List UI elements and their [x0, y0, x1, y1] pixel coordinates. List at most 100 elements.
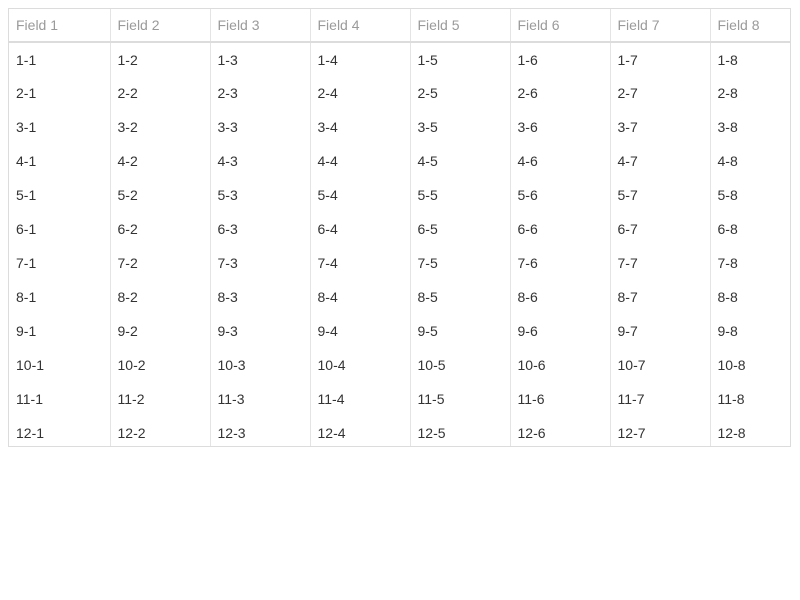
- table-cell[interactable]: 4-5: [410, 144, 511, 178]
- table-cell[interactable]: 1-4: [310, 42, 411, 76]
- table-cell[interactable]: 7-7: [610, 246, 711, 280]
- table-cell[interactable]: 10-8: [717, 357, 746, 373]
- table-cell[interactable]: 5-6: [510, 178, 611, 212]
- table-cell[interactable]: 3-7: [610, 110, 711, 144]
- table-cell[interactable]: 4-8: [717, 153, 738, 169]
- table-cell[interactable]: 12-1: [9, 416, 111, 446]
- table-cell[interactable]: 2-8: [717, 85, 738, 101]
- table-cell[interactable]: 7-1: [9, 246, 111, 280]
- table-cell[interactable]: 4-6: [510, 144, 611, 178]
- table-cell[interactable]: 2-5: [410, 76, 511, 110]
- table-row[interactable]: 1-1 1-2 1-3 1-4 1-5 1-6 1-7 1-8: [9, 42, 790, 76]
- table-cell[interactable]: 1-8: [717, 52, 738, 68]
- table-cell[interactable]: 6-6: [510, 212, 611, 246]
- table-cell[interactable]: 1-3: [210, 42, 311, 76]
- table-cell[interactable]: 11-3: [210, 382, 311, 416]
- table-cell[interactable]: 1-7: [610, 42, 711, 76]
- table-cell[interactable]: 4-4: [310, 144, 411, 178]
- table-cell[interactable]: 9-1: [9, 314, 111, 348]
- table-cell[interactable]: 10-4: [310, 348, 411, 382]
- table-cell[interactable]: 11-5: [410, 382, 511, 416]
- column-header-field-2[interactable]: Field 2: [110, 9, 211, 43]
- table-cell[interactable]: 10-1: [9, 348, 111, 382]
- table-cell[interactable]: 6-3: [210, 212, 311, 246]
- table-cell[interactable]: 3-6: [510, 110, 611, 144]
- table-cell[interactable]: 8-6: [510, 280, 611, 314]
- table-cell[interactable]: 2-6: [510, 76, 611, 110]
- table-cell[interactable]: 12-6: [510, 416, 611, 446]
- table-cell[interactable]: 11-7: [610, 382, 711, 416]
- table-cell[interactable]: 7-6: [510, 246, 611, 280]
- table-cell[interactable]: 9-2: [110, 314, 211, 348]
- table-cell[interactable]: 9-5: [410, 314, 511, 348]
- column-header-field-6[interactable]: Field 6: [510, 9, 611, 43]
- table-cell[interactable]: 1-1: [9, 42, 111, 76]
- table-cell[interactable]: 5-1: [9, 178, 111, 212]
- table-cell[interactable]: 3-8: [717, 119, 738, 135]
- column-header-field-5[interactable]: Field 5: [410, 9, 511, 43]
- table-cell[interactable]: 9-3: [210, 314, 311, 348]
- table-row[interactable]: 9-1 9-2 9-3 9-4 9-5 9-6 9-7 9-8: [9, 314, 790, 348]
- table-cell[interactable]: 3-2: [110, 110, 211, 144]
- column-header-field-7[interactable]: Field 7: [610, 9, 711, 43]
- table-cell[interactable]: 5-4: [310, 178, 411, 212]
- table-cell[interactable]: 5-3: [210, 178, 311, 212]
- table-cell[interactable]: 6-5: [410, 212, 511, 246]
- table-cell[interactable]: 9-7: [610, 314, 711, 348]
- table-cell[interactable]: 8-1: [9, 280, 111, 314]
- table-cell[interactable]: 5-5: [410, 178, 511, 212]
- table-cell[interactable]: 4-3: [210, 144, 311, 178]
- table-cell[interactable]: 11-1: [9, 382, 111, 416]
- table-cell[interactable]: 6-2: [110, 212, 211, 246]
- table-cell[interactable]: 7-4: [310, 246, 411, 280]
- table-cell[interactable]: 8-3: [210, 280, 311, 314]
- table-cell[interactable]: 6-7: [610, 212, 711, 246]
- table-cell[interactable]: 2-4: [310, 76, 411, 110]
- table-cell[interactable]: 3-4: [310, 110, 411, 144]
- table-cell[interactable]: 9-6: [510, 314, 611, 348]
- table-row[interactable]: 11-1 11-2 11-3 11-4 11-5 11-6 11-7 11-8: [9, 382, 790, 416]
- table-cell[interactable]: 6-4: [310, 212, 411, 246]
- table-cell[interactable]: 4-7: [610, 144, 711, 178]
- table-cell[interactable]: 9-4: [310, 314, 411, 348]
- table-cell[interactable]: 10-7: [610, 348, 711, 382]
- table-cell[interactable]: 7-3: [210, 246, 311, 280]
- table-cell[interactable]: 5-2: [110, 178, 211, 212]
- table-cell[interactable]: 7-2: [110, 246, 211, 280]
- table-row[interactable]: 7-1 7-2 7-3 7-4 7-5 7-6 7-7 7-8: [9, 246, 790, 280]
- table-cell[interactable]: 12-4: [310, 416, 411, 446]
- table-cell[interactable]: 4-2: [110, 144, 211, 178]
- table-cell[interactable]: 11-4: [310, 382, 411, 416]
- table-cell[interactable]: 11-8: [717, 391, 745, 407]
- table-cell[interactable]: 5-8: [717, 187, 738, 203]
- table-cell[interactable]: 8-2: [110, 280, 211, 314]
- table-row[interactable]: 10-1 10-2 10-3 10-4 10-5 10-6 10-7 10-8: [9, 348, 790, 382]
- table-cell[interactable]: 12-8: [717, 425, 746, 441]
- table-cell[interactable]: 11-2: [110, 382, 211, 416]
- column-header-field-3[interactable]: Field 3: [210, 9, 311, 43]
- table-cell[interactable]: 12-3: [210, 416, 311, 446]
- table-cell[interactable]: 11-6: [510, 382, 611, 416]
- column-header-field-8[interactable]: Field 8: [710, 9, 790, 43]
- table-cell[interactable]: 12-2: [110, 416, 211, 446]
- table-cell[interactable]: 1-5: [410, 42, 511, 76]
- table-cell[interactable]: 10-6: [510, 348, 611, 382]
- table-cell[interactable]: 2-2: [110, 76, 211, 110]
- table-cell[interactable]: 10-2: [110, 348, 211, 382]
- table-row[interactable]: 12-1 12-2 12-3 12-4 12-5 12-6 12-7 12-8: [9, 416, 790, 446]
- column-header-field-1[interactable]: Field 1: [9, 9, 111, 43]
- table-cell[interactable]: 4-1: [9, 144, 111, 178]
- table-cell[interactable]: 12-5: [410, 416, 511, 446]
- table-row[interactable]: 3-1 3-2 3-3 3-4 3-5 3-6 3-7 3-8: [9, 110, 790, 144]
- table-row[interactable]: 5-1 5-2 5-3 5-4 5-5 5-6 5-7 5-8: [9, 178, 790, 212]
- table-cell[interactable]: 8-5: [410, 280, 511, 314]
- table-row[interactable]: 2-1 2-2 2-3 2-4 2-5 2-6 2-7 2-8: [9, 76, 790, 110]
- table-cell[interactable]: 7-5: [410, 246, 511, 280]
- table-cell[interactable]: 9-8: [717, 323, 738, 339]
- table-cell[interactable]: 1-2: [110, 42, 211, 76]
- table-row[interactable]: 4-1 4-2 4-3 4-4 4-5 4-6 4-7 4-8: [9, 144, 790, 178]
- table-cell[interactable]: 3-5: [410, 110, 511, 144]
- table-cell[interactable]: 2-3: [210, 76, 311, 110]
- table-cell[interactable]: 3-3: [210, 110, 311, 144]
- table-cell[interactable]: 8-7: [610, 280, 711, 314]
